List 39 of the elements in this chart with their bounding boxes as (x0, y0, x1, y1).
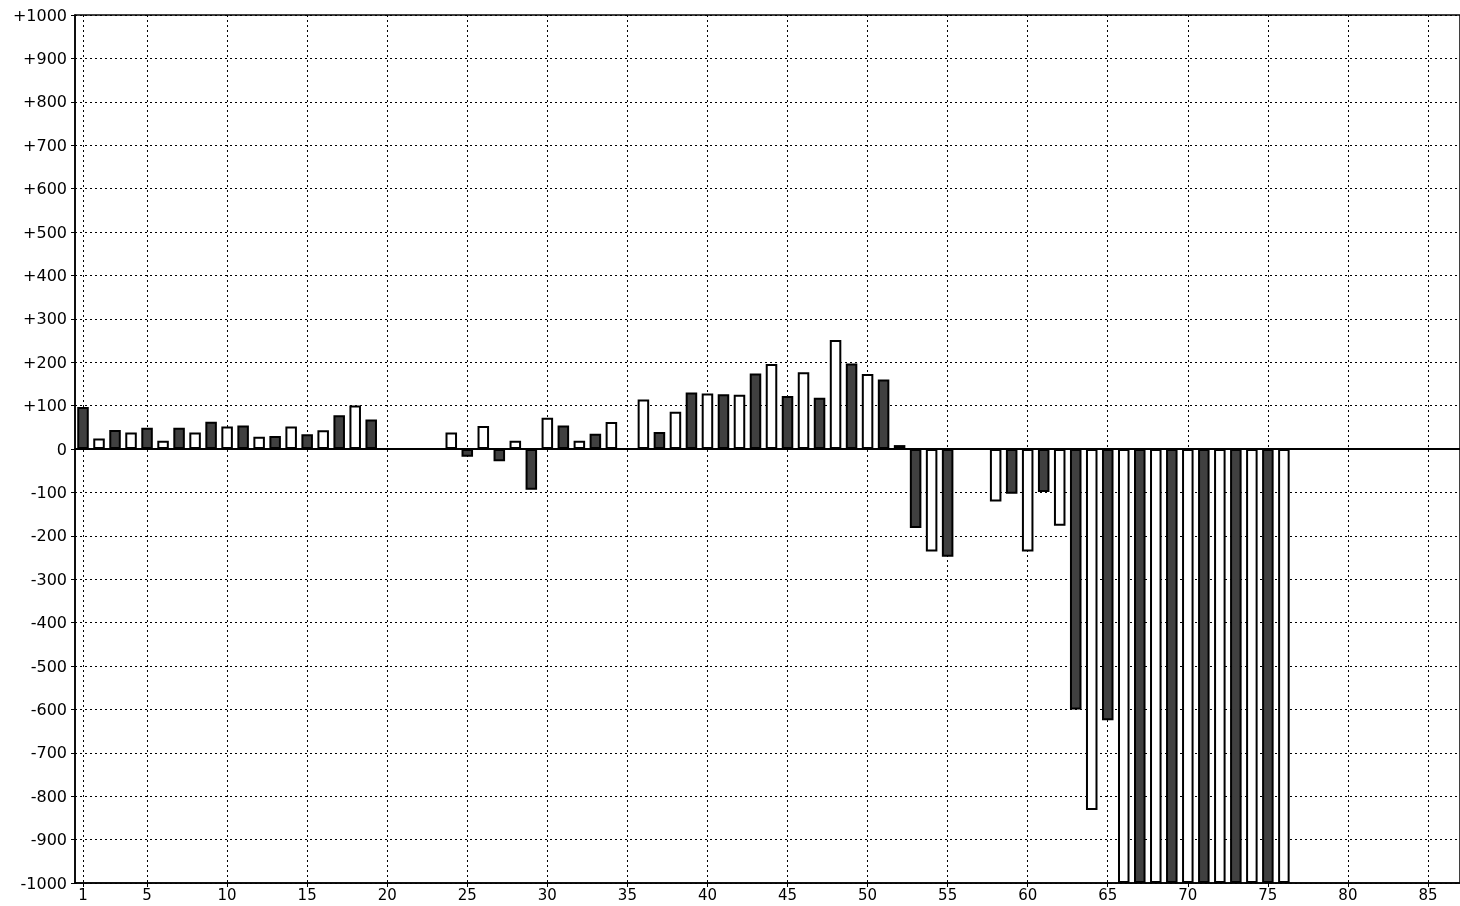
x-tick-label: 20 (377, 885, 397, 904)
y-tick-label: +100 (23, 396, 67, 416)
y-tick-label: -700 (30, 743, 67, 763)
y-tick-label: -300 (30, 569, 67, 589)
y-tick-label: -1000 (20, 873, 67, 893)
x-tick-label: 60 (1018, 885, 1038, 904)
y-tick-label: -800 (30, 786, 67, 806)
y-tick-label: -500 (30, 656, 67, 676)
x-tick-label: 55 (938, 885, 958, 904)
x-tick-label: 35 (617, 885, 637, 904)
x-tick-label: 10 (217, 885, 237, 904)
y-tick-label: +300 (23, 309, 67, 329)
x-tick-label: 5 (142, 885, 152, 904)
x-tick-label: 50 (858, 885, 878, 904)
y-tick-label: -200 (30, 526, 67, 546)
x-tick-label: 15 (297, 885, 317, 904)
x-tick-label: 40 (697, 885, 717, 904)
y-tick-label: -100 (30, 482, 67, 502)
y-tick-label: +500 (23, 222, 67, 242)
x-tick-label: 25 (457, 885, 477, 904)
y-tick-label: +400 (23, 265, 67, 285)
y-tick-label: +200 (23, 352, 67, 372)
y-tick-label: -900 (30, 830, 67, 850)
x-tick-label: 65 (1098, 885, 1118, 904)
x-tick-label: 30 (537, 885, 557, 904)
x-tick-label: 75 (1258, 885, 1278, 904)
y-tick-label: +600 (23, 179, 67, 199)
x-tick-label: 70 (1178, 885, 1198, 904)
y-tick-label: -400 (30, 613, 67, 633)
x-tick-label: 1 (78, 885, 88, 904)
y-tick-label: +1000 (12, 5, 67, 25)
y-tick-label: +800 (23, 92, 67, 112)
y-tick-label: +700 (23, 135, 67, 155)
y-tick-label: +900 (23, 48, 67, 68)
x-tick-label: 80 (1338, 885, 1358, 904)
y-tick-label: -600 (30, 699, 67, 719)
x-tick-label: 45 (777, 885, 798, 904)
x-tick-label: 85 (1418, 885, 1438, 904)
y-tick-label: 0 (56, 439, 67, 459)
